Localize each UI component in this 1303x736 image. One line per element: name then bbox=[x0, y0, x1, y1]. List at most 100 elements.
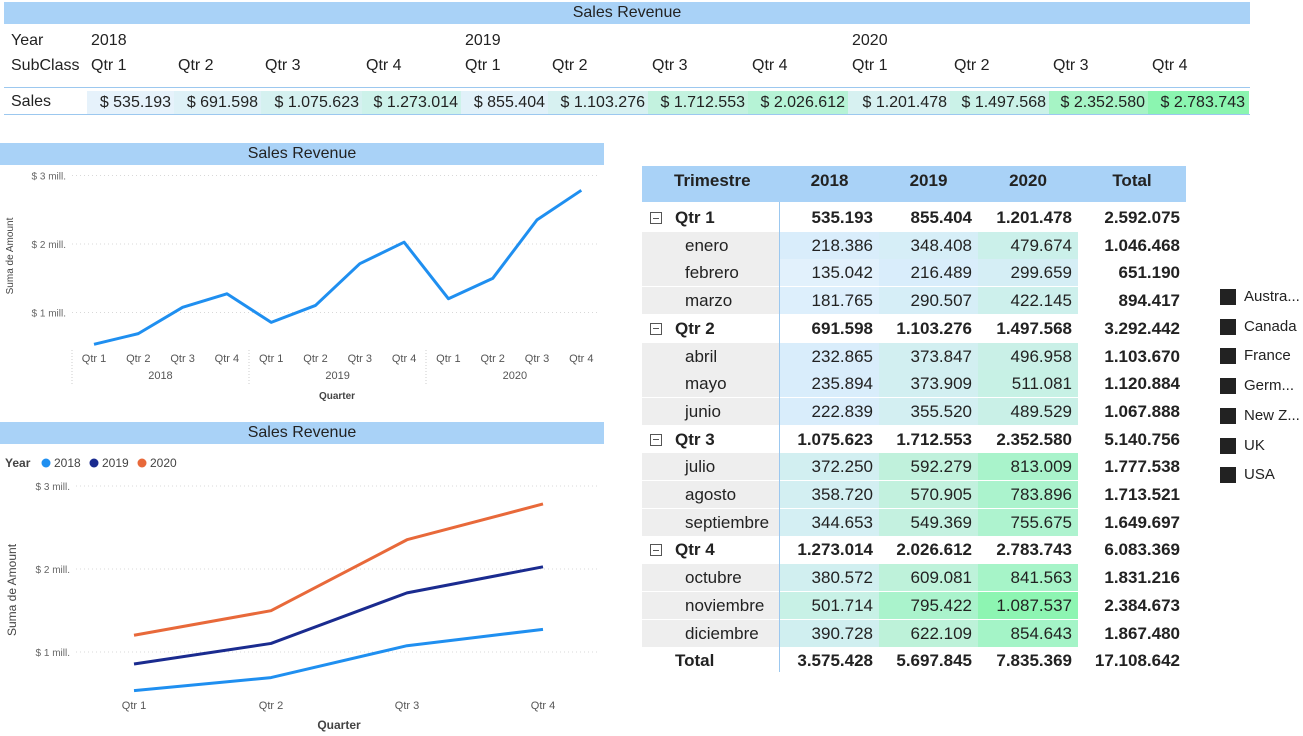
matrix-month-row: agosto 358.720 570.905 783.896 1.713.521 bbox=[642, 481, 1186, 509]
value-cell: 1.649.697 bbox=[1078, 508, 1186, 536]
value-cell: 691.598 bbox=[811, 318, 873, 338]
quarter-header: Qtr 1 bbox=[91, 57, 127, 74]
quarter-header: Qtr 2 bbox=[552, 57, 588, 74]
series-line-2018 bbox=[133, 627, 544, 693]
sales-cell: $ 855.404 bbox=[461, 91, 549, 114]
sales-cell: $ 1.075.623 bbox=[261, 91, 363, 114]
row-label-sales: Sales bbox=[11, 93, 52, 110]
matrix-header[interactable]: Total bbox=[1078, 166, 1186, 202]
value-cell: 783.896 bbox=[978, 481, 1078, 508]
quarter-header: Qtr 3 bbox=[1053, 57, 1089, 74]
y-tick-label: $ 2 mill. bbox=[32, 240, 66, 251]
y-tick-label: $ 3 mill. bbox=[36, 482, 70, 493]
value-cell: 651.190 bbox=[1078, 259, 1186, 287]
value-cell: 535.193 bbox=[811, 208, 873, 227]
value-cell: 17.108.642 bbox=[1094, 651, 1180, 671]
sales-revenue-line-chart[interactable]: $ 1 mill. $ 2 mill. $ 3 mill. Suma de Amoun… bbox=[0, 166, 604, 410]
series-line bbox=[93, 189, 583, 346]
y-tick-label: $ 1 mill. bbox=[36, 648, 70, 659]
value-cell: 511.081 bbox=[978, 370, 1078, 398]
row-label: enero bbox=[685, 235, 729, 255]
matrix-header[interactable]: 2020 bbox=[978, 166, 1078, 202]
legend-label: France bbox=[1244, 347, 1291, 365]
row-label-subclass: SubClass bbox=[11, 57, 80, 74]
quarter-header: Qtr 3 bbox=[652, 57, 688, 74]
sales-cell: $ 691.598 bbox=[174, 91, 262, 114]
value-cell: 841.563 bbox=[978, 564, 1078, 592]
x-tick-label: Qtr 4 bbox=[569, 353, 593, 365]
value-cell: 1.046.468 bbox=[1078, 231, 1186, 259]
value-cell: 2.384.673 bbox=[1078, 591, 1186, 619]
quarter-header: Qtr 4 bbox=[752, 57, 788, 74]
value-cell: 1.867.480 bbox=[1078, 619, 1186, 647]
matrix-total-row: Total 3.575.428 5.697.845 7.835.369 17.108.6… bbox=[642, 647, 1186, 675]
value-cell: 1.087.537 bbox=[978, 591, 1078, 619]
value-cell: 489.529 bbox=[978, 397, 1078, 425]
value-cell: 390.728 bbox=[780, 619, 879, 647]
row-label: marzo bbox=[685, 291, 733, 311]
matrix-header[interactable]: Trimestre bbox=[642, 166, 780, 202]
legend-label: USA bbox=[1244, 466, 1275, 484]
sales-cell: $ 1.201.478 bbox=[848, 91, 951, 114]
sales-cell: $ 535.193 bbox=[87, 91, 175, 114]
collapse-icon[interactable] bbox=[650, 544, 662, 557]
year-header: 2020 bbox=[852, 32, 888, 49]
value-cell: 135.042 bbox=[780, 259, 879, 287]
legend-label: New Z... bbox=[1244, 406, 1300, 424]
year-header: 2018 bbox=[91, 32, 127, 49]
value-cell: 1.201.478 bbox=[996, 208, 1072, 227]
value-cell: 7.835.369 bbox=[996, 651, 1072, 671]
collapse-icon[interactable] bbox=[650, 212, 662, 224]
collapse-icon[interactable] bbox=[650, 322, 662, 335]
matrix-month-row: noviembre 501.714 795.422 1.087.537 2.384.67… bbox=[642, 591, 1186, 620]
value-cell: 813.009 bbox=[978, 453, 1078, 481]
x-tick-label: Qtr 3 bbox=[170, 353, 194, 365]
legend-marker bbox=[41, 458, 51, 468]
value-cell: 3.575.428 bbox=[797, 651, 873, 671]
x-tick-label: Qtr 2 bbox=[480, 353, 504, 365]
quarter-header: Qtr 2 bbox=[954, 57, 990, 74]
row-label: Total bbox=[675, 651, 715, 671]
top-matrix-title: Sales Revenue bbox=[4, 2, 1250, 24]
value-cell: 2.026.612 bbox=[896, 540, 972, 560]
x-tick-label: Qtr 2 bbox=[259, 700, 283, 712]
value-cell: 2.592.075 bbox=[1104, 208, 1180, 227]
legend-title: Year bbox=[5, 456, 31, 470]
legend-swatch bbox=[1220, 407, 1236, 424]
legend-marker bbox=[137, 458, 147, 468]
matrix-header[interactable]: 2018 bbox=[780, 166, 879, 202]
value-cell: 290.507 bbox=[879, 287, 978, 315]
row-label: Qtr 1 bbox=[675, 208, 715, 227]
value-cell: 479.674 bbox=[978, 231, 1078, 259]
x-group-label: 2019 bbox=[325, 370, 349, 382]
matrix-month-row: marzo 181.765 290.507 422.145 894.417 bbox=[642, 287, 1186, 315]
x-tick-label: Qtr 3 bbox=[348, 353, 372, 365]
value-cell: 373.847 bbox=[879, 342, 978, 370]
row-label: febrero bbox=[685, 263, 739, 283]
value-cell: 6.083.369 bbox=[1104, 540, 1180, 560]
legend-label: UK bbox=[1244, 436, 1265, 454]
matrix-group-row: Qtr 4 1.273.014 2.026.612 2.783.743 6.083.36… bbox=[642, 536, 1186, 564]
value-cell: 609.081 bbox=[879, 564, 978, 592]
sales-cell: $ 1.273.014 bbox=[362, 91, 462, 114]
sales-cell: $ 2.352.580 bbox=[1049, 91, 1149, 114]
value-cell: 549.369 bbox=[879, 508, 978, 536]
top-matrix-separator bbox=[4, 87, 1250, 88]
top-matrix-bottom-border bbox=[4, 114, 1250, 115]
chart1-title: Sales Revenue bbox=[0, 143, 604, 165]
value-cell: 373.909 bbox=[879, 370, 978, 398]
value-cell: 795.422 bbox=[879, 591, 978, 619]
row-label: septiembre bbox=[685, 512, 770, 532]
value-cell: 422.145 bbox=[978, 287, 1078, 315]
value-cell: 2.352.580 bbox=[996, 429, 1072, 449]
value-cell: 232.865 bbox=[780, 342, 879, 370]
collapse-icon[interactable] bbox=[650, 433, 662, 446]
sales-revenue-by-year-chart[interactable]: Year 2018 2019 2020 $ 1 mill. $ 2 mill. $ 3 mi… bbox=[0, 446, 604, 736]
x-tick-label: Qtr 4 bbox=[531, 700, 555, 712]
value-cell: 372.250 bbox=[780, 453, 879, 481]
matrix-month-row: abril 232.865 373.847 496.958 1.103.670 bbox=[642, 342, 1186, 371]
matrix-header[interactable]: 2019 bbox=[879, 166, 978, 202]
sales-cell: $ 2.783.743 bbox=[1148, 91, 1249, 114]
value-cell: 235.894 bbox=[780, 370, 879, 398]
y-tick-label: $ 3 mill. bbox=[32, 172, 66, 183]
